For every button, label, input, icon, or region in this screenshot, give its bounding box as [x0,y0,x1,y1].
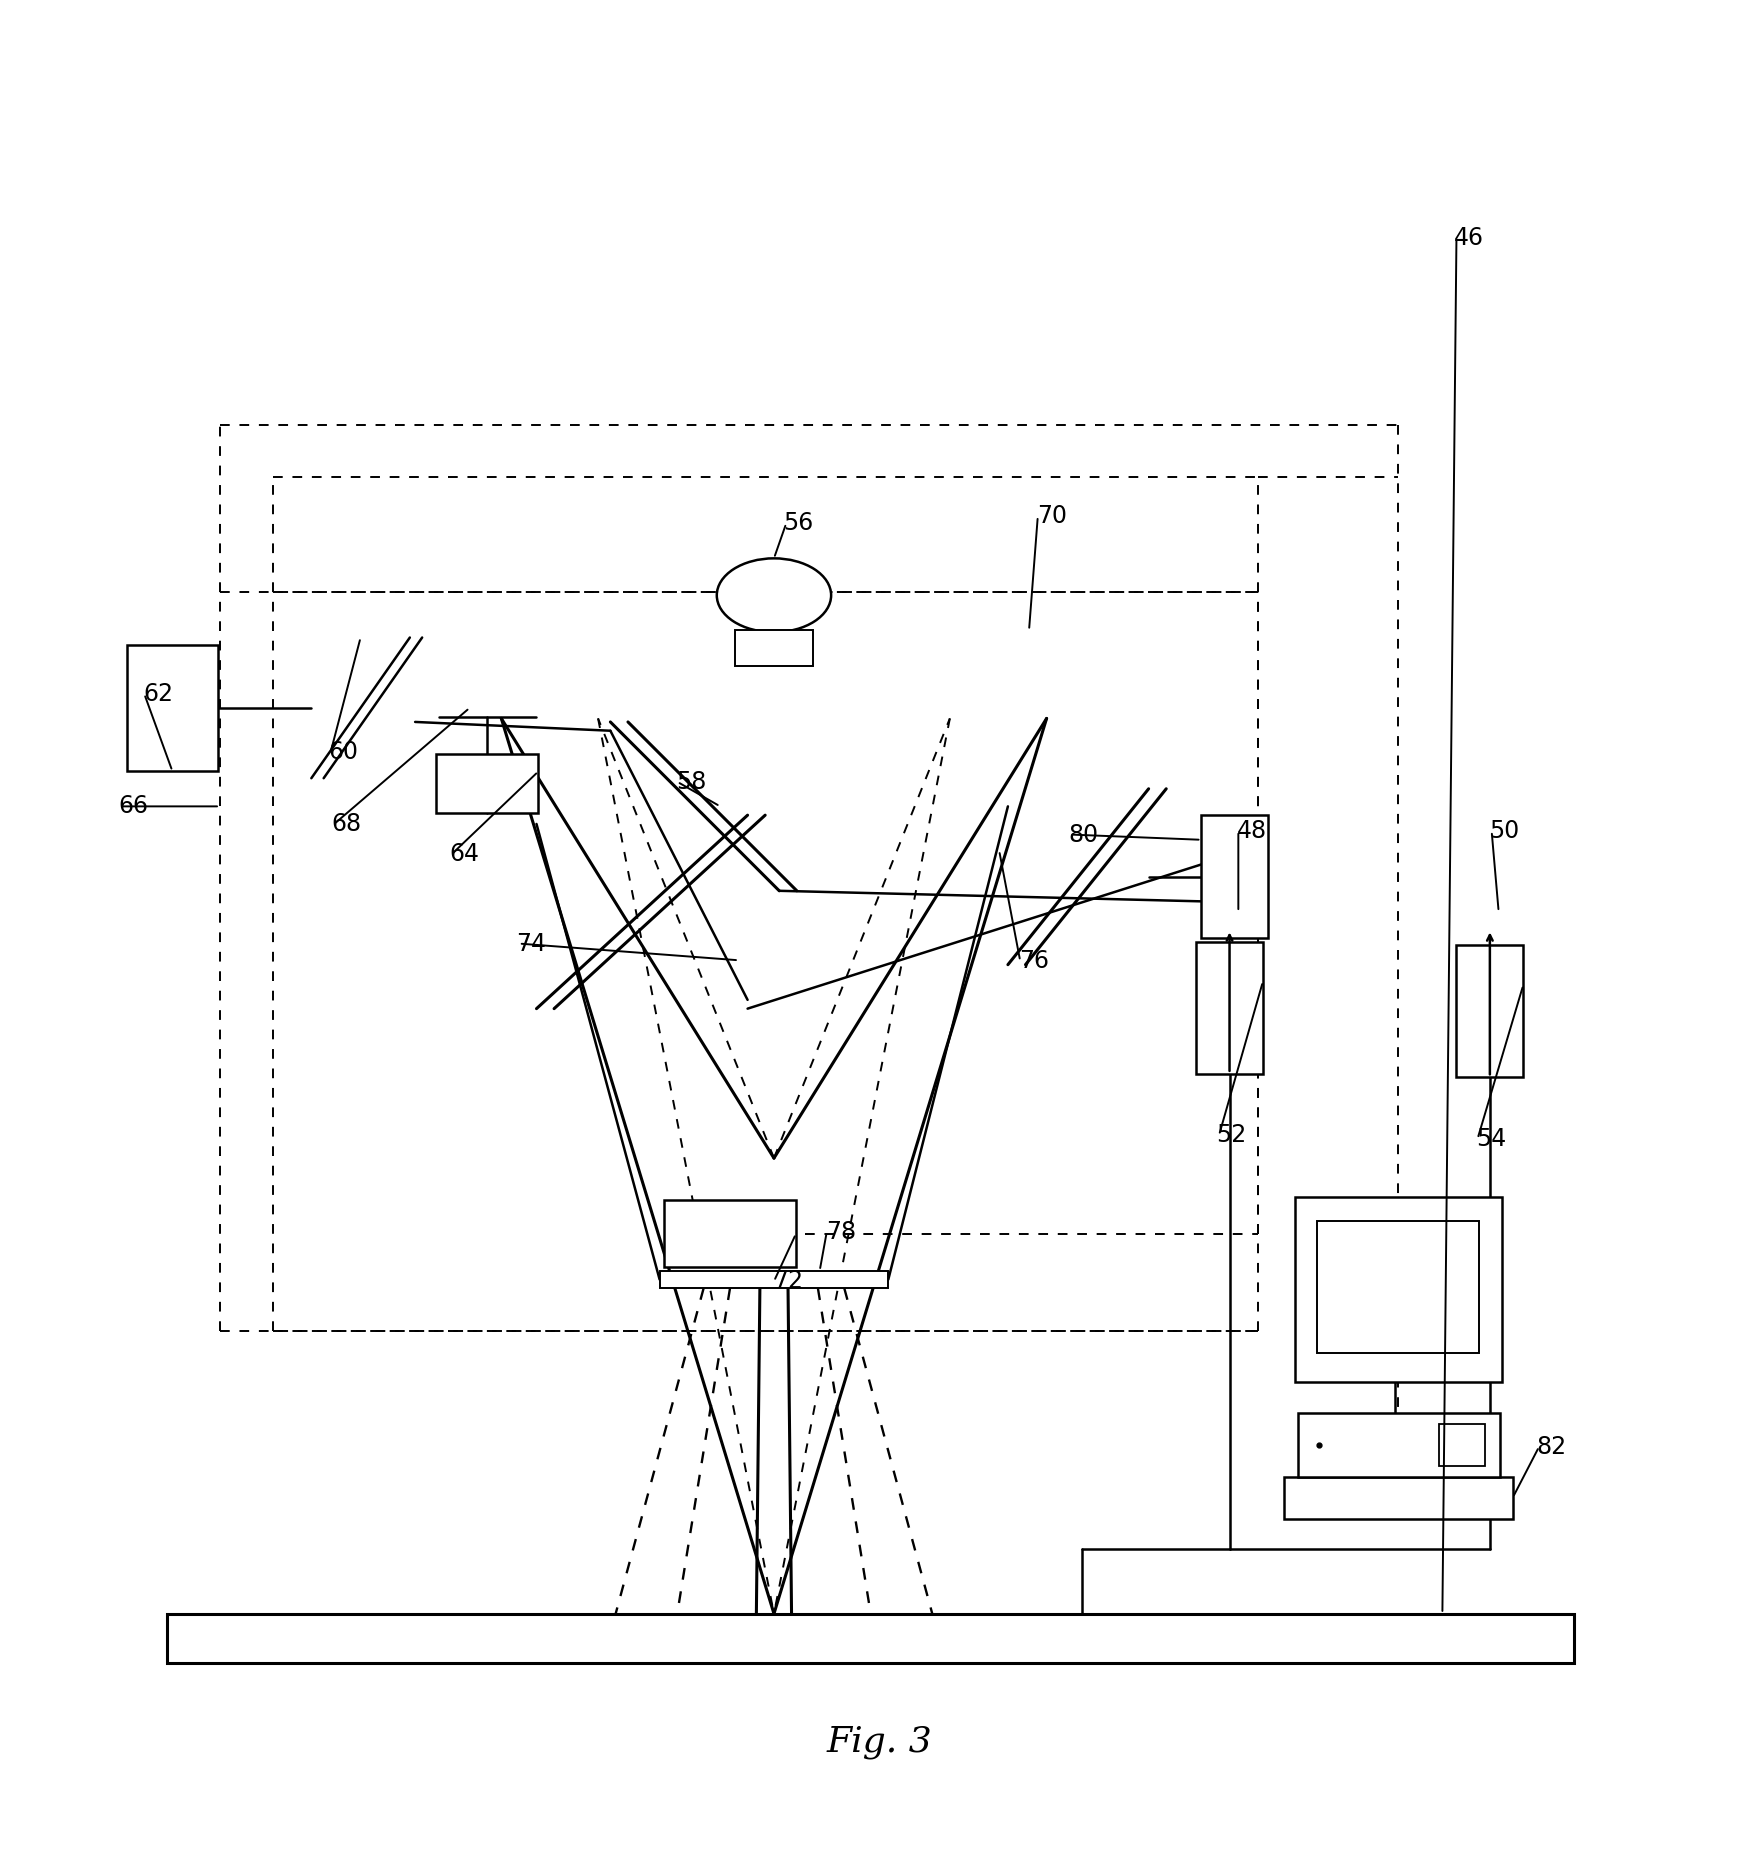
Text: 82: 82 [1536,1435,1567,1459]
Bar [1298,1413,1500,1476]
Text: 80: 80 [1068,822,1099,846]
Text: 68: 68 [331,812,362,837]
Bar [1456,946,1523,1076]
Text: Fig. 3: Fig. 3 [827,1725,932,1759]
Bar [1284,1476,1513,1519]
Text: 56: 56 [783,511,814,535]
Bar [735,630,813,666]
Text: 48: 48 [1237,820,1268,842]
Text: 74: 74 [515,931,547,956]
Ellipse shape [718,558,832,632]
Text: 54: 54 [1476,1127,1507,1151]
Text: 52: 52 [1215,1123,1247,1147]
Text: 50: 50 [1488,820,1520,842]
Bar [1196,943,1263,1075]
Bar [1439,1424,1485,1467]
Bar [1295,1197,1502,1381]
Text: 46: 46 [1453,227,1485,251]
Text: 60: 60 [327,740,359,764]
Text: 76: 76 [1018,950,1050,972]
Text: 78: 78 [825,1220,857,1244]
Text: 70: 70 [1036,504,1068,528]
Text: 58: 58 [675,770,707,794]
Text: 72: 72 [772,1270,804,1294]
Text: 64: 64 [449,842,480,866]
Bar [660,1272,888,1288]
Bar [436,753,538,814]
Text: 66: 66 [118,794,150,818]
Bar [665,1201,795,1268]
Bar [167,1614,1574,1664]
Bar [1201,814,1268,939]
Text: 62: 62 [142,682,174,706]
Bar [1317,1221,1479,1353]
Bar [127,645,218,771]
